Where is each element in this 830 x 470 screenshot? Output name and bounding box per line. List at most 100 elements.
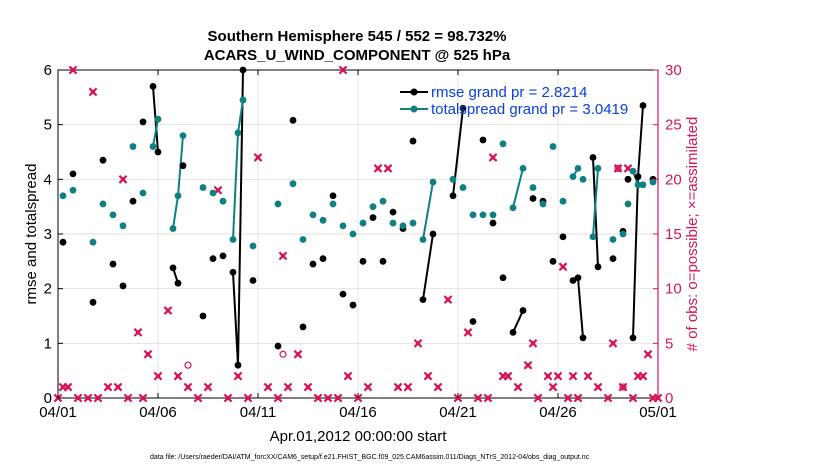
obs-assimilated-marker (463, 328, 473, 337)
obs-assimilated-marker (488, 153, 498, 162)
y2-tick-label: 15 (665, 226, 682, 243)
spread-point (624, 200, 632, 208)
obs-possible-dot (235, 373, 241, 379)
obs-possible-dot (115, 384, 121, 390)
obs-possible-dot (615, 166, 621, 171)
spread-point (349, 230, 357, 238)
spread-line-segment (172, 195, 179, 229)
rmse-point (249, 277, 257, 284)
rmse-point (329, 192, 337, 200)
y-axis-left: 0 1 2 3 4 5 6 (44, 62, 63, 407)
obs-assimilated-marker (83, 393, 93, 403)
chart-subtitle: ACARS_U_WIND_COMPONENT @ 525 hPa (204, 47, 511, 64)
spread-point (609, 236, 617, 243)
obs-possible-marker (614, 164, 622, 172)
spread-point (169, 225, 177, 232)
obs-assimilated-marker (568, 371, 578, 381)
obs-possible-dot (105, 384, 111, 390)
spread-point (69, 186, 77, 194)
obs-possible-dot (465, 330, 471, 335)
spread-point (619, 230, 627, 238)
spread-point (289, 180, 297, 188)
x-tick-label: 04/26 (539, 404, 577, 421)
spread-point (179, 132, 187, 140)
spread-line-segment (592, 168, 599, 237)
obs-possible-dot (85, 395, 91, 401)
obs-assimilated-marker (638, 371, 648, 381)
obs-possible-dot (555, 373, 561, 379)
obs-assimilated-marker (233, 371, 243, 381)
y2-axis-label: # of obs: o=possible; ×=assimilated (684, 117, 701, 352)
rmse-point (129, 197, 137, 205)
spread-point (499, 140, 507, 148)
obs-possible-dot (595, 384, 601, 390)
rmse-point (149, 83, 157, 90)
obs-possible-dot (340, 67, 346, 73)
spread-point (589, 233, 597, 241)
rmse-point (449, 192, 457, 200)
spread-point (129, 143, 137, 150)
x-tick-label: 04/11 (240, 404, 276, 421)
obs-possible-dot (500, 373, 506, 379)
spread-line-segment (237, 99, 244, 134)
obs-assimilated-marker (118, 174, 128, 184)
rmse-point (119, 282, 127, 290)
obs-possible-dot (625, 166, 631, 171)
obs-possible-dot (375, 166, 381, 171)
spread-point (529, 184, 537, 191)
obs-possible-dot (205, 384, 211, 390)
obs-possible-dot (515, 384, 521, 390)
obs-assimilated-marker (133, 328, 143, 337)
x-tick-label: 04/16 (339, 404, 377, 421)
spread-point (399, 222, 407, 230)
y-axis-right: 0 5 10 15 20 25 30 (653, 62, 682, 407)
rmse-point (234, 361, 242, 369)
spread-point (449, 175, 457, 183)
rmse-point (409, 137, 417, 145)
obs-possible-dot (90, 89, 96, 95)
spread-point (359, 219, 367, 227)
obs-assimilated-marker (293, 349, 303, 359)
obs-assimilated-marker (273, 393, 283, 403)
metric-markers (59, 66, 657, 369)
spread-point (379, 197, 387, 205)
obs-assimilated-marker (323, 393, 333, 403)
y2-tick-label: 10 (665, 281, 682, 298)
obs-assimilated-marker (303, 382, 313, 392)
obs-possible-dot (335, 395, 341, 401)
x-tick-label: 05/01 (639, 404, 677, 421)
spread-point (234, 129, 242, 137)
obs-possible-dot (505, 373, 511, 379)
spread-point (299, 236, 307, 243)
rmse-point (154, 148, 162, 156)
rmse-point (459, 104, 467, 112)
obs-possible-dot (535, 395, 541, 401)
spread-point (629, 167, 637, 175)
rmse-point (589, 154, 597, 161)
rmse-line-segment (637, 105, 644, 177)
obs-possible-dot (610, 341, 616, 346)
obs-possible-dot (395, 384, 401, 390)
obs-possible-dot (285, 384, 291, 390)
spread-point (419, 236, 427, 243)
obs-possible-dot (585, 373, 591, 379)
obs-assimilated-marker (173, 371, 183, 381)
obs-possible-dot (635, 373, 641, 379)
y-tick-label: 5 (44, 117, 52, 134)
obs-assimilated-marker (423, 371, 433, 381)
obs-assimilated-marker (533, 393, 543, 403)
obs-assimilated-marker (283, 382, 293, 392)
spread-point (594, 165, 602, 172)
legend-rmse-marker (410, 88, 418, 96)
obs-possible-dot (75, 395, 81, 401)
obs-assimilated-marker (393, 382, 403, 392)
rmse-point (229, 268, 237, 276)
spread-point (579, 175, 587, 183)
obs-possible-dot (280, 253, 286, 259)
obs-assimilated-marker (563, 393, 573, 403)
obs-assimilated-marker (528, 338, 538, 348)
obs-assimilated-marker (483, 393, 493, 403)
rmse-point (109, 260, 117, 268)
rmse-point (369, 214, 377, 222)
x-tick-label: 04/01 (39, 404, 77, 421)
